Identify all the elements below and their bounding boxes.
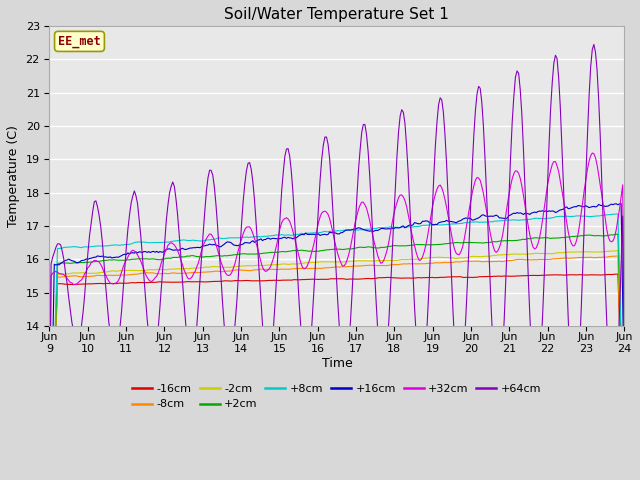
Line: -16cm: -16cm (49, 274, 624, 480)
+32cm (620, 380, 628, 385)
-16cm (297, 277, 305, 283)
-8cm (612, 253, 620, 259)
+16cm (297, 232, 305, 238)
+64cm (620, 388, 628, 394)
+2cm (614, 231, 621, 237)
-2cm (614, 248, 621, 253)
+8cm (620, 443, 628, 448)
Line: +16cm: +16cm (49, 204, 624, 480)
-8cm (246, 268, 253, 274)
+64cm (590, 42, 598, 48)
Text: EE_met: EE_met (58, 35, 101, 48)
-2cm (217, 264, 225, 270)
+16cm (236, 242, 244, 248)
Line: +32cm: +32cm (49, 153, 624, 449)
+32cm (116, 275, 124, 280)
-16cm (116, 280, 124, 286)
+2cm (620, 455, 628, 460)
Line: +2cm: +2cm (49, 234, 624, 480)
-8cm (217, 269, 225, 275)
+32cm (246, 224, 253, 230)
+2cm (236, 251, 244, 257)
+8cm (297, 230, 305, 236)
-16cm (588, 272, 596, 277)
-2cm (246, 263, 253, 268)
+64cm (236, 246, 244, 252)
-8cm (236, 267, 244, 273)
+16cm (116, 253, 124, 259)
-8cm (620, 468, 628, 474)
+16cm (246, 240, 253, 246)
+8cm (217, 235, 225, 241)
+32cm (590, 151, 598, 156)
+64cm (297, 325, 305, 331)
-8cm (588, 254, 596, 260)
+8cm (116, 242, 124, 248)
+2cm (297, 247, 305, 253)
-2cm (620, 464, 628, 470)
+64cm (588, 47, 596, 52)
+32cm (297, 260, 305, 266)
-16cm (217, 278, 225, 284)
+64cm (246, 160, 253, 166)
Line: +64cm: +64cm (49, 45, 624, 442)
+2cm (217, 253, 225, 259)
+32cm (217, 259, 225, 264)
+2cm (588, 233, 596, 239)
+64cm (116, 325, 124, 331)
-16cm (236, 278, 244, 284)
+32cm (45, 446, 53, 452)
+64cm (45, 439, 53, 445)
+16cm (620, 396, 628, 402)
-16cm (620, 479, 628, 480)
-2cm (236, 263, 244, 269)
+8cm (588, 214, 596, 219)
Line: +8cm: +8cm (49, 214, 624, 480)
Y-axis label: Temperature (C): Temperature (C) (7, 125, 20, 227)
+16cm (217, 244, 225, 250)
+32cm (236, 241, 244, 247)
+8cm (246, 234, 253, 240)
X-axis label: Time: Time (321, 357, 352, 370)
-2cm (116, 268, 124, 274)
+2cm (116, 257, 124, 263)
+64cm (217, 272, 225, 277)
-2cm (588, 249, 596, 255)
Title: Soil/Water Temperature Set 1: Soil/Water Temperature Set 1 (225, 7, 449, 22)
-2cm (297, 261, 305, 266)
-16cm (612, 271, 620, 277)
Line: -2cm: -2cm (49, 251, 624, 480)
+8cm (612, 211, 620, 217)
-8cm (297, 265, 305, 271)
Line: -8cm: -8cm (49, 256, 624, 480)
+32cm (588, 150, 596, 156)
-16cm (246, 278, 253, 284)
+16cm (617, 201, 625, 206)
Legend: -16cm, -8cm, -2cm, +2cm, +8cm, +16cm, +32cm, +64cm: -16cm, -8cm, -2cm, +2cm, +8cm, +16cm, +3… (128, 380, 546, 414)
-8cm (116, 272, 124, 278)
+2cm (246, 251, 253, 257)
+16cm (588, 204, 596, 209)
+8cm (236, 235, 244, 240)
